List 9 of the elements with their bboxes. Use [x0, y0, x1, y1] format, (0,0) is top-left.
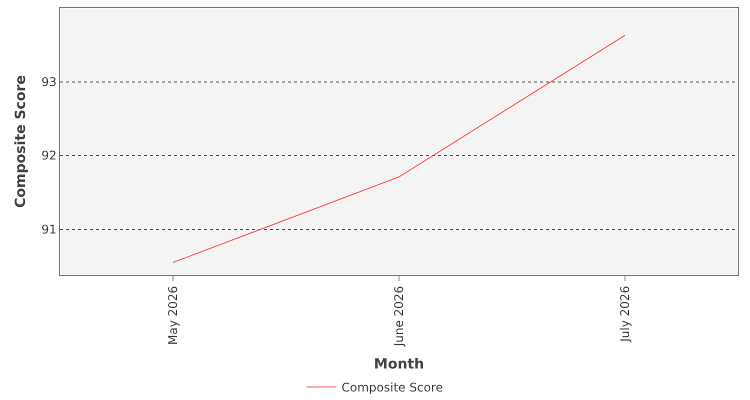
y-axis-title: Composite Score — [12, 75, 29, 208]
legend-label: Composite Score — [342, 380, 443, 395]
y-tick-label: 91 — [41, 222, 57, 236]
y-tick-label: 92 — [41, 148, 57, 163]
x-axis-title: Month — [374, 356, 424, 372]
x-tick-label: June 2026 — [392, 286, 406, 348]
y-tick-label: 93 — [41, 74, 57, 89]
x-tick-label: May 2026 — [166, 286, 180, 345]
x-tick-label: July 2026 — [618, 286, 632, 343]
